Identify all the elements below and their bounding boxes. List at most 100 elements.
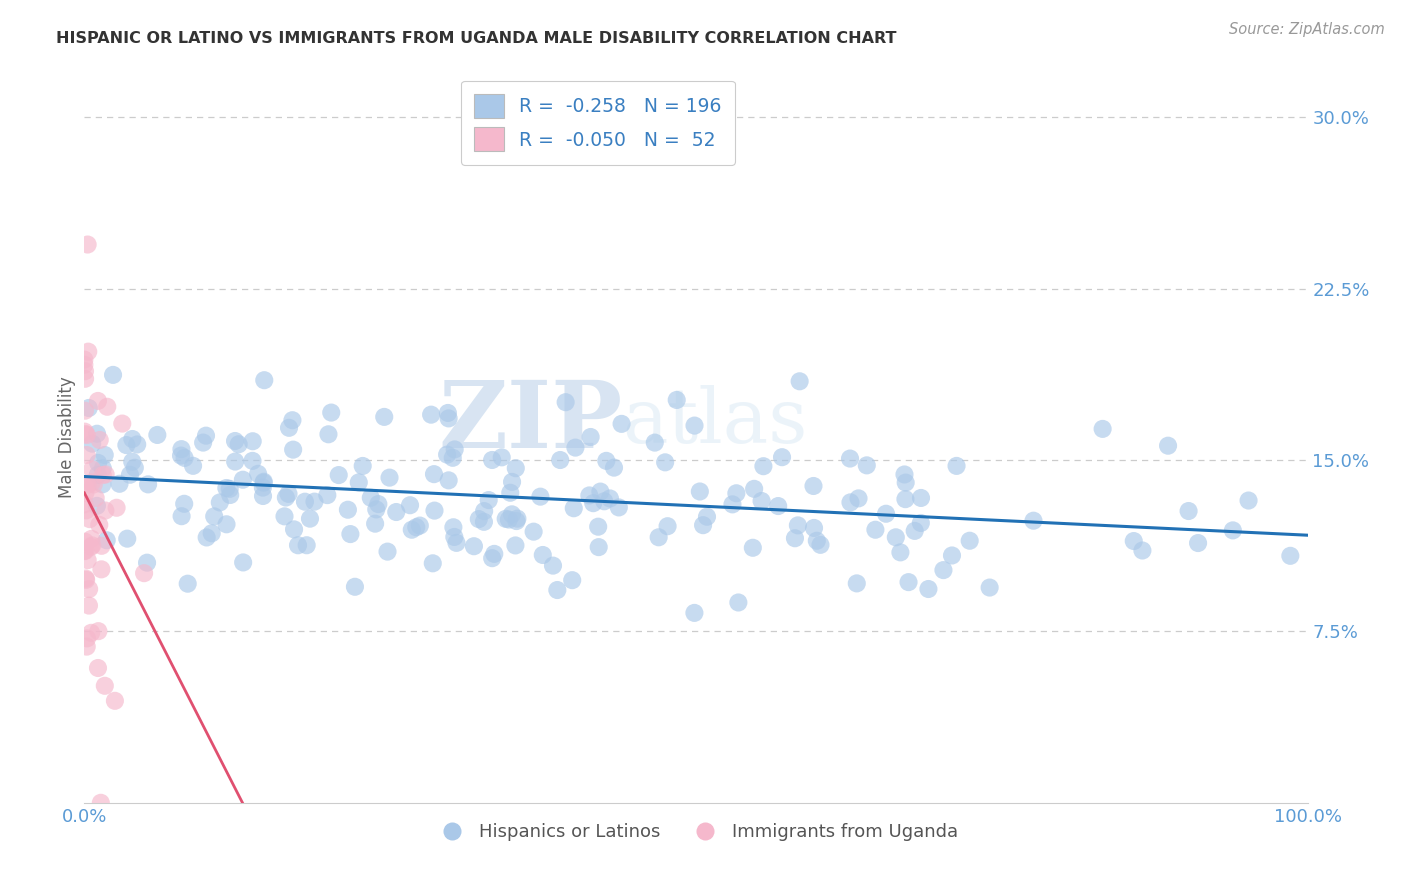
Point (501, 475, 523, 489)
Point (89, 517, 111, 532)
Point (224, 434, 246, 448)
Point (561, 573, 583, 587)
Point (170, 449, 193, 463)
Point (665, 392, 688, 407)
Point (441, 520, 464, 534)
Point (505, 461, 527, 475)
Point (803, 479, 825, 493)
Point (75, 372, 97, 386)
Point (87, 624, 110, 639)
Point (75, 486, 97, 500)
Point (593, 494, 616, 508)
Point (727, 595, 749, 609)
Point (117, 532, 139, 546)
Point (76, 553, 98, 567)
Point (546, 582, 568, 597)
Point (562, 501, 585, 516)
Point (76, 237, 98, 252)
Point (108, 476, 131, 491)
Point (505, 538, 527, 552)
Point (274, 491, 297, 505)
Point (441, 450, 464, 465)
Point (478, 493, 501, 508)
Point (94, 503, 117, 517)
Point (783, 531, 806, 545)
Point (80, 475, 103, 490)
Point (586, 519, 609, 533)
Point (884, 530, 907, 544)
Point (889, 545, 911, 559)
Point (111, 417, 134, 431)
Point (893, 467, 915, 482)
Point (554, 395, 576, 409)
Legend: Hispanics or Latinos, Immigrants from Uganda: Hispanics or Latinos, Immigrants from Ug… (426, 816, 966, 848)
Point (82, 436, 104, 450)
Point (90, 539, 112, 553)
Point (399, 498, 422, 512)
Point (115, 438, 138, 452)
Point (208, 495, 231, 509)
Point (80, 625, 103, 640)
Point (295, 538, 318, 552)
Point (105, 500, 128, 515)
Text: HISPANIC OR LATINO VS IMMIGRANTS FROM UGANDA MALE DISABILITY CORRELATION CHART: HISPANIC OR LATINO VS IMMIGRANTS FROM UG… (56, 31, 897, 46)
Point (810, 538, 832, 552)
Point (932, 563, 955, 577)
Point (73, 364, 96, 378)
Point (401, 523, 423, 537)
Point (104, 694, 127, 708)
Point (253, 373, 276, 387)
Point (73, 534, 96, 549)
Point (281, 442, 304, 457)
Text: atlas: atlas (623, 385, 808, 459)
Point (495, 512, 517, 526)
Point (90, 562, 112, 576)
Point (979, 581, 1001, 595)
Point (1091, 422, 1114, 436)
Point (77, 401, 100, 415)
Point (423, 503, 446, 517)
Point (721, 497, 744, 511)
Point (73, 352, 96, 367)
Point (73, 403, 96, 417)
Point (242, 454, 264, 468)
Point (367, 497, 389, 511)
Point (281, 413, 304, 427)
Point (202, 509, 225, 524)
Point (339, 527, 361, 541)
Point (96, 400, 118, 414)
Point (917, 582, 939, 596)
Point (195, 428, 218, 442)
Point (443, 530, 465, 544)
Point (136, 556, 159, 570)
Point (101, 368, 124, 382)
Text: ZIP: ZIP (439, 377, 623, 467)
Point (910, 491, 932, 505)
Point (91, 477, 114, 491)
Point (1122, 534, 1144, 549)
Point (316, 488, 339, 502)
Point (647, 530, 669, 544)
Point (789, 374, 811, 388)
Point (437, 406, 460, 420)
Point (76, 477, 98, 491)
Point (941, 549, 963, 563)
Point (87, 456, 110, 470)
Point (170, 442, 193, 457)
Point (481, 453, 503, 467)
Point (253, 475, 276, 489)
Point (79, 512, 101, 526)
Point (86, 499, 108, 513)
Point (945, 458, 967, 473)
Point (751, 494, 773, 508)
Point (73, 497, 96, 511)
Point (910, 516, 932, 530)
Point (195, 531, 218, 545)
Point (219, 488, 242, 502)
Point (409, 518, 432, 533)
Point (378, 470, 401, 484)
Point (423, 467, 446, 482)
Point (657, 519, 679, 533)
Point (87, 393, 110, 408)
Point (352, 458, 374, 473)
